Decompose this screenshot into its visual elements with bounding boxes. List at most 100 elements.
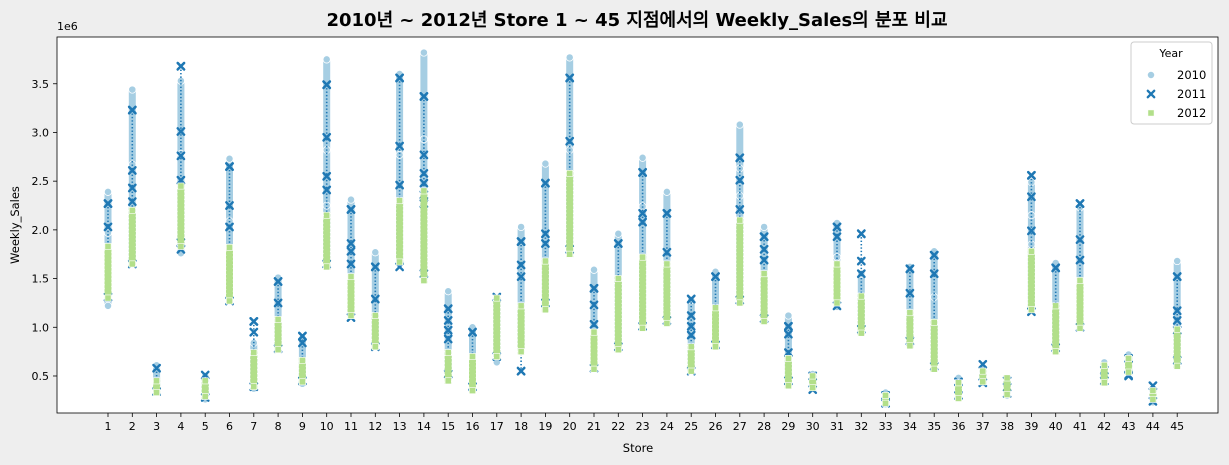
x-tick-label: 7: [250, 420, 257, 433]
series-2012-min-point: [955, 394, 962, 402]
series-2010-column: [930, 251, 938, 367]
series-2011-point: [346, 259, 356, 269]
series-2011-point: [759, 255, 769, 265]
series-2010-column: [226, 158, 233, 301]
series-2010-point: [104, 187, 112, 196]
series-2012-max-point: [153, 377, 160, 385]
series-2011-point: [249, 317, 259, 326]
x-tick-label: 28: [757, 420, 771, 433]
series-2011-point: [225, 201, 234, 210]
series-2012-min-point: [250, 383, 258, 391]
series-2012-column: [104, 243, 112, 302]
series-2011-point: [225, 222, 234, 232]
series-2012-min-point: [663, 319, 671, 327]
series-2012-column: [371, 312, 380, 351]
series-2012-column: [444, 349, 452, 385]
series-2012-column: [1173, 325, 1181, 370]
series-2011-point: [103, 199, 113, 208]
series-2012-max-point: [371, 312, 379, 319]
series-2011-point: [1027, 192, 1036, 202]
series-2012-column: [736, 216, 744, 307]
series-2012-max-point: [250, 349, 258, 357]
legend-marker-2012: [1147, 109, 1155, 117]
series-2012-min-point: [177, 243, 185, 250]
series-2012-min-point: [614, 346, 622, 354]
x-tick-label: 35: [927, 420, 941, 433]
series-2012-min-point: [1100, 379, 1108, 387]
series-2011-point: [541, 239, 550, 248]
x-tick-label: 34: [903, 420, 917, 433]
series-2012-column: [420, 187, 428, 284]
series-2011-point: [1075, 199, 1085, 208]
series-2012-min-point: [882, 399, 889, 407]
x-tick-label: 6: [226, 420, 233, 433]
series-2011-point: [127, 183, 137, 193]
y-tick-label: 1.5: [32, 273, 50, 286]
series-2012-min-point: [566, 250, 574, 258]
x-tick-label: 20: [563, 420, 577, 433]
series-2011-point: [832, 232, 842, 242]
series-2011-point: [516, 260, 526, 270]
x-tick-label: 19: [538, 420, 552, 433]
series-2011-point: [322, 80, 332, 90]
x-tick-label: 36: [952, 420, 966, 433]
series-2011-point: [832, 222, 842, 232]
series-2012-column: [760, 270, 768, 325]
series-2012-column: [128, 207, 137, 268]
series-2012-min-point: [1028, 306, 1035, 314]
series-2010-column: [323, 59, 331, 264]
series-2012-min-point: [1003, 391, 1011, 398]
series-2011-point: [370, 294, 380, 304]
x-tick-label: 44: [1146, 420, 1160, 433]
series-2012-min-point: [784, 382, 792, 390]
series-2010-column: [396, 74, 404, 264]
series-2011-point: [784, 321, 793, 331]
series-2011-point: [905, 264, 915, 274]
series-2011-point: [856, 229, 866, 239]
x-tick-label: 22: [611, 420, 625, 433]
series-2011-point: [711, 272, 720, 282]
series-2012-min-point: [323, 263, 331, 271]
series-2012-max-point: [1076, 277, 1084, 284]
series-2012-column: [493, 294, 501, 360]
series-2012-max-point: [906, 309, 914, 317]
series-2010-point: [565, 53, 574, 62]
series-2012-column: [395, 197, 404, 266]
series-2010-point: [735, 120, 744, 129]
series-2010-point: [1027, 211, 1036, 220]
series-2011-point: [686, 330, 696, 340]
series-2011-point: [686, 321, 696, 331]
series-2012-column: [225, 244, 234, 305]
series-2012-column: [1076, 277, 1084, 332]
series-2011-point: [638, 208, 647, 218]
series-2010-column: [517, 226, 525, 350]
series-2012-max-point: [177, 182, 185, 190]
series-2010-column: [177, 80, 185, 254]
series-2012-max-point: [712, 304, 719, 312]
series-2011-point: [735, 153, 745, 163]
series-2012-max-point: [517, 302, 525, 310]
series-2011-point: [565, 136, 575, 146]
series-2012-min-point: [298, 378, 306, 386]
series-2011-point: [929, 269, 939, 279]
series-2011-point: [541, 178, 550, 188]
series-2012-column: [833, 260, 841, 307]
series-2012-max-point: [1052, 302, 1060, 310]
series-2010-point: [419, 48, 428, 57]
series-2012-min-point: [809, 384, 817, 392]
series-2012-column: [1124, 355, 1133, 376]
series-2012-max-point: [833, 260, 841, 268]
series-2011-point: [516, 366, 526, 376]
x-axis-ticks: 1 2 3 4 5 6 7 8 9 10 11 12 13 14 15 16 17 18 19 20 21 22 23 24 2…: [105, 413, 1184, 433]
series-2011-point: [662, 208, 672, 218]
series-2012-max-point: [274, 316, 282, 323]
series-2012-min-point: [396, 258, 403, 266]
legend: Year 2010 2011 2012: [1130, 41, 1213, 125]
series-2012-max-point: [201, 377, 209, 385]
series-2011-point: [638, 217, 647, 227]
series-2012-column: [930, 319, 938, 373]
series-2012-max-point: [444, 349, 452, 357]
x-tick-label: 37: [976, 420, 990, 433]
series-2010-point: [322, 201, 331, 210]
series-2012-column: [298, 357, 307, 386]
